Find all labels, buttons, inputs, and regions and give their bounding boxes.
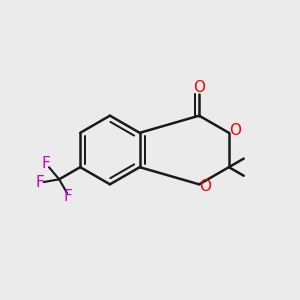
Text: F: F: [63, 190, 72, 205]
Text: O: O: [200, 179, 211, 194]
Text: O: O: [229, 123, 241, 138]
Text: O: O: [193, 80, 205, 95]
Text: F: F: [35, 175, 44, 190]
Text: F: F: [41, 156, 50, 171]
